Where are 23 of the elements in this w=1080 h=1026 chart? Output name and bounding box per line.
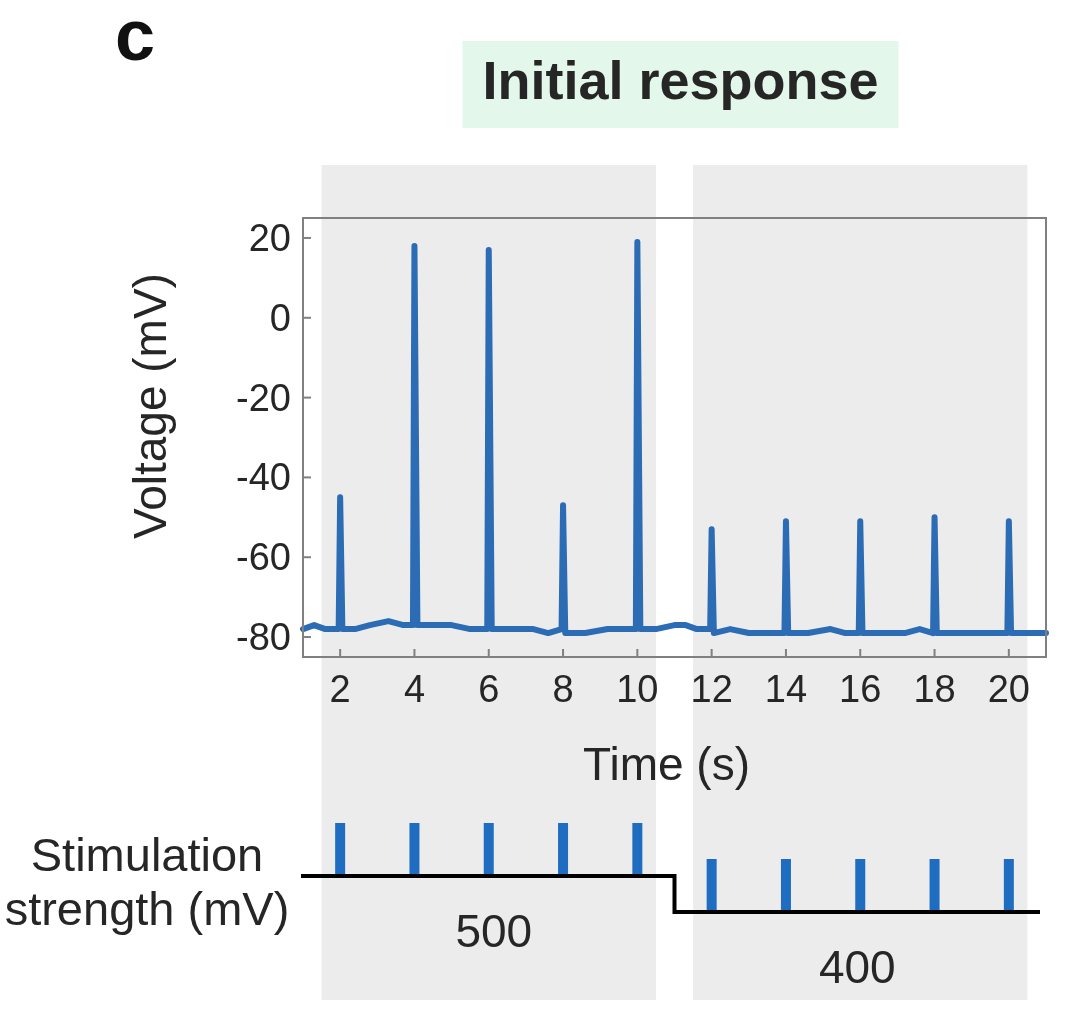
y-tick-label: -40 (236, 456, 291, 499)
x-tick-label: 16 (839, 668, 882, 710)
x-tick-label: 10 (616, 668, 659, 710)
x-tick-label: 14 (764, 668, 808, 710)
x-tick-label: 12 (690, 668, 733, 710)
text: 500 (455, 905, 533, 957)
y-tick-label: -20 (236, 376, 291, 419)
x-tick-label: 6 (478, 668, 500, 710)
text: Stimulation strength (mV) (4, 828, 290, 935)
y-tick-label: -60 (236, 536, 291, 579)
y-tick-label: -80 (236, 616, 291, 659)
x-tick-label: 4 (403, 668, 426, 710)
x-tick-label: 18 (913, 668, 956, 710)
text: 400 (818, 941, 896, 993)
chart-title: Initial response (482, 50, 879, 110)
text: c (115, 0, 156, 75)
x-tick-label: 20 (987, 668, 1030, 710)
y-tick-label: 0 (269, 296, 291, 339)
x-tick-label: 8 (552, 668, 574, 710)
x-axis-title: Time (s) (583, 738, 750, 790)
x-tick-label: 2 (329, 668, 351, 710)
y-axis-title: Voltage (mV) (124, 273, 176, 539)
y-tick-label: 20 (248, 216, 291, 259)
